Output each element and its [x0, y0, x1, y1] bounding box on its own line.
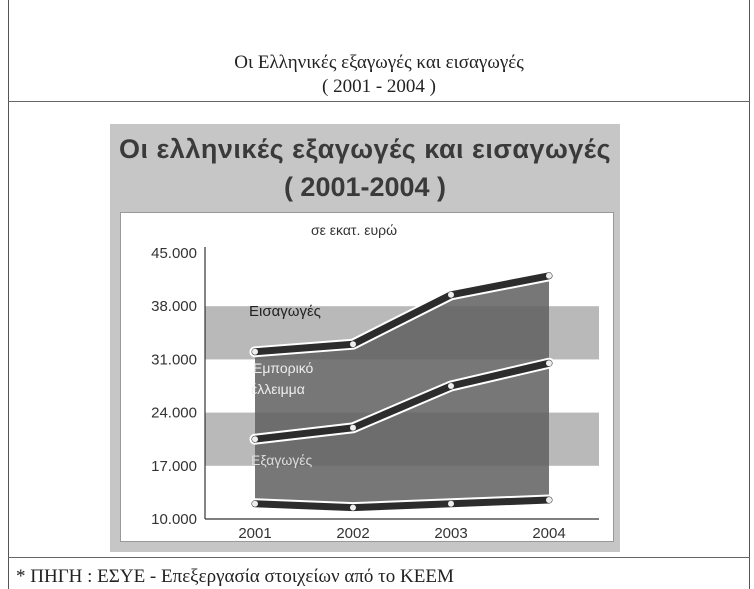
chart-subtitle: ( 2001-2004 ): [283, 172, 447, 202]
footer-divider: [8, 557, 750, 558]
data-point: [252, 348, 258, 355]
data-point: [350, 424, 356, 431]
y-tick-label: 31.000: [151, 351, 197, 368]
data-point: [252, 500, 258, 507]
source-footnote: * ΠΗΓΗ : ΕΣΥΕ - Επεξεργασία στοιχείων απ…: [16, 566, 454, 587]
data-point: [350, 341, 356, 348]
data-point: [448, 383, 454, 389]
exports-label: Εξαγωγές: [251, 452, 312, 468]
data-point: [448, 500, 454, 507]
exports-line: [251, 496, 553, 512]
data-point: [546, 272, 552, 279]
trade-area-fill: [255, 275, 549, 508]
unit-label: σε εκατ. ευρώ: [311, 222, 397, 238]
data-point: [546, 497, 552, 503]
y-tick-label: 10.000: [151, 511, 197, 528]
chart-figure: Οι ελληνικές εξαγωγές και εισαγωγές ( 20…: [110, 124, 620, 552]
area-chart: 45.000 38.000 31.000 24.000 17.000 10.000 2001…: [151, 222, 599, 542]
chart-panel: 45.000 38.000 31.000 24.000 17.000 10.000 2001…: [120, 212, 614, 542]
imports-label: Εισαγωγές: [249, 303, 321, 320]
y-tick-label: 17.000: [151, 458, 197, 475]
x-tick-label: 2003: [434, 525, 467, 542]
x-tick-label: 2004: [532, 525, 565, 542]
page-heading: Οι Ελληνικές εξαγωγές και εισαγωγές: [234, 52, 524, 73]
y-tick-label: 24.000: [151, 405, 197, 422]
deficit-label: Εμπορικό: [253, 360, 314, 376]
page-border: [8, 0, 750, 589]
imports-line: [251, 272, 553, 356]
chart-title: Οι ελληνικές εξαγωγές και εισαγωγές: [118, 134, 612, 164]
data-point: [546, 360, 552, 367]
x-tick-label: 2002: [336, 525, 369, 542]
y-tick-label: 45.000: [151, 245, 197, 262]
y-tick-label: 38.000: [151, 298, 197, 315]
data-point: [350, 504, 356, 511]
x-tick-label: 2001: [238, 525, 271, 542]
data-point: [252, 436, 258, 443]
deficit-label: έλλειμμα: [251, 381, 305, 397]
data-point: [448, 291, 454, 298]
heading-divider: [8, 101, 750, 102]
page-heading-years: ( 2001 - 2004 ): [322, 76, 436, 97]
deficit-line: [251, 359, 553, 443]
